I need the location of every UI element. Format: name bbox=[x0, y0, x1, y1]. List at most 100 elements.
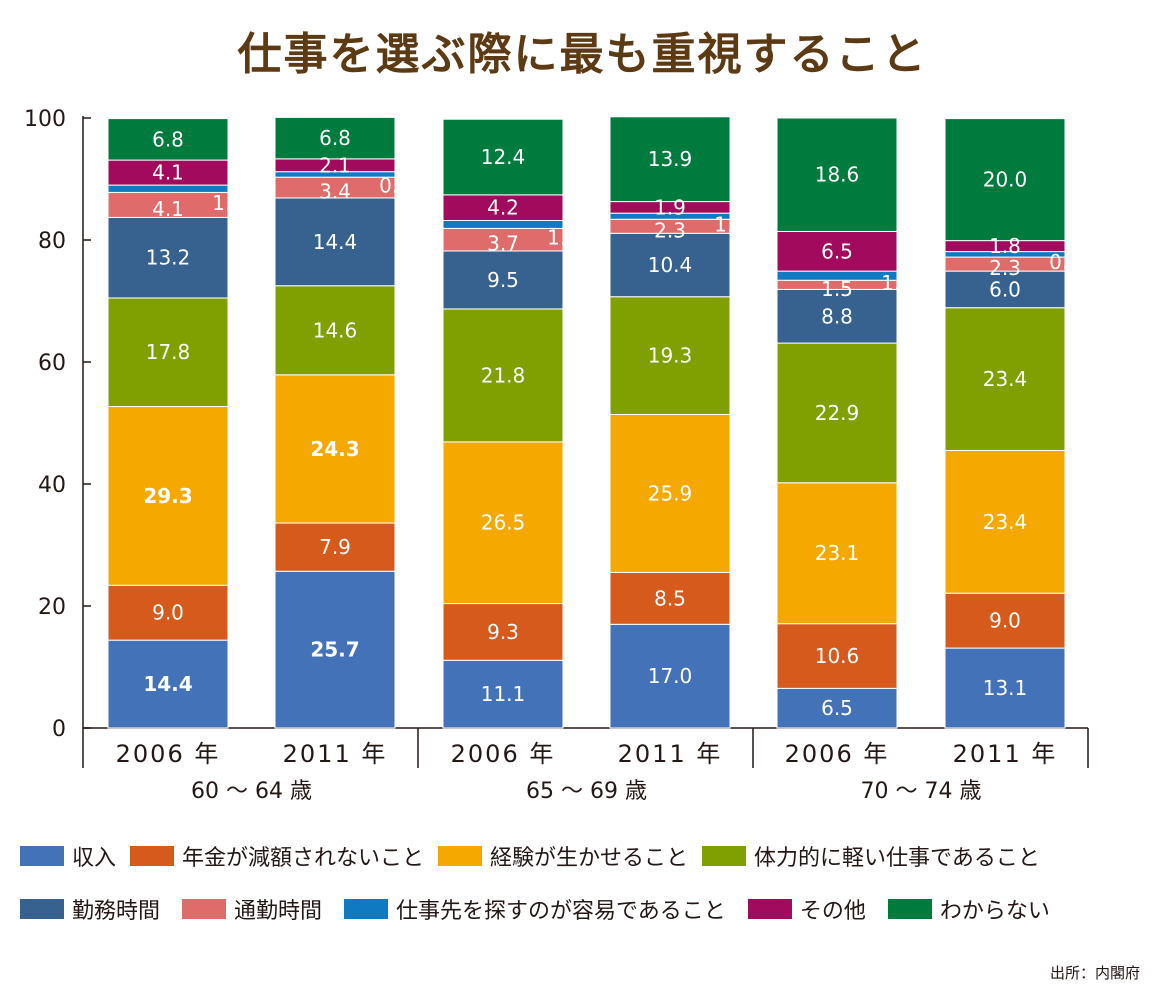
legend-item-5: 通勤時間 bbox=[182, 893, 322, 925]
bar-segment-4-3 bbox=[776, 342, 898, 484]
legend-label-4: 勤務時間 bbox=[72, 899, 161, 924]
legend-label-3: 体力的に軽い仕事であること bbox=[754, 846, 1040, 871]
value-label-5-1: 9.0 bbox=[989, 609, 1021, 633]
x-category-label-4: 2006 年 bbox=[785, 740, 890, 768]
bar-segment-2-2 bbox=[442, 441, 564, 605]
value-label-4-7: 6.5 bbox=[821, 239, 853, 263]
y-tick-label-0: 0 bbox=[52, 717, 66, 742]
source-note: 出所：内閣府 bbox=[1049, 964, 1140, 982]
value-label-3-7: 1.9 bbox=[654, 195, 686, 219]
value-label-2-0: 11.1 bbox=[481, 682, 526, 706]
value-label-2-4: 9.5 bbox=[487, 268, 519, 292]
bar-segment-5-4 bbox=[944, 270, 1066, 309]
bar-segment-1-1 bbox=[274, 522, 396, 572]
value-label-4-4: 8.8 bbox=[821, 304, 853, 328]
bar-segment-3-0 bbox=[609, 623, 731, 729]
value-label-4-3: 22.9 bbox=[815, 401, 860, 425]
bar-segment-3-1 bbox=[609, 571, 731, 625]
bar-segment-4-8 bbox=[776, 117, 898, 232]
value-label-1-0: 25.7 bbox=[310, 638, 359, 662]
group-label-0: 60 〜 64 歳 bbox=[191, 779, 312, 804]
y-tick-label-80: 80 bbox=[38, 229, 66, 254]
value-label-3-4: 10.4 bbox=[648, 253, 693, 277]
value-label-5-2: 23.4 bbox=[983, 510, 1028, 534]
legend-label-2: 経験が生かせること bbox=[490, 846, 689, 871]
bar-segment-2-0 bbox=[442, 659, 564, 729]
group-label-2: 70 〜 74 歳 bbox=[861, 779, 982, 804]
bar-segment-2-8 bbox=[442, 118, 564, 196]
x-category-label-0: 2006 年 bbox=[116, 740, 221, 768]
value-label-0-1: 9.0 bbox=[152, 601, 184, 625]
y-tick-label-40: 40 bbox=[38, 473, 66, 498]
value-label-0-6: 1.2 bbox=[212, 191, 244, 215]
value-label-4-1: 10.6 bbox=[815, 644, 860, 668]
legend-row-2: 勤務時間 通勤時間 仕事先を探すのが容易であること その他 わからない bbox=[20, 893, 1150, 925]
bar-segment-5-0 bbox=[944, 647, 1066, 729]
value-label-4-5: 1.5 bbox=[821, 277, 853, 301]
bar-segment-5-2 bbox=[944, 449, 1066, 594]
value-label-1-2: 24.3 bbox=[310, 437, 359, 461]
bar-segment-1-4 bbox=[274, 197, 396, 287]
value-label-1-6: 0.9 bbox=[379, 174, 411, 198]
legend-label-5: 通勤時間 bbox=[234, 899, 323, 924]
bar-segment-3-3 bbox=[609, 296, 731, 415]
x-category-label-3: 2011 年 bbox=[618, 740, 723, 768]
value-label-2-2: 26.5 bbox=[481, 511, 526, 535]
bar-segment-5-8 bbox=[944, 118, 1066, 242]
bar-segment-1-8 bbox=[274, 116, 396, 160]
value-label-2-5: 3.7 bbox=[487, 232, 519, 256]
legend-label-6: 仕事先を探すのが容易であること bbox=[396, 899, 726, 924]
legend-label-1: 年金が減額されないこと bbox=[182, 846, 425, 871]
legend-swatch-4 bbox=[20, 899, 64, 919]
bar-segment-0-6 bbox=[107, 184, 229, 193]
bar-segment-2-4 bbox=[442, 250, 564, 310]
value-label-0-8: 6.8 bbox=[152, 127, 184, 151]
group-label-1: 65 〜 69 歳 bbox=[526, 779, 647, 804]
value-label-0-3: 17.8 bbox=[146, 340, 191, 364]
value-label-3-5: 2.3 bbox=[654, 218, 686, 242]
legend-swatch-2 bbox=[438, 846, 483, 866]
y-tick-label-100: 100 bbox=[24, 107, 66, 132]
bar-segment-4-7 bbox=[776, 230, 898, 272]
legend-swatch-3 bbox=[702, 846, 747, 866]
value-label-5-3: 23.4 bbox=[983, 367, 1028, 391]
bar-segment-5-1 bbox=[944, 592, 1066, 649]
value-label-2-8: 12.4 bbox=[481, 145, 526, 169]
legend-item-1: 年金が減額されないこと bbox=[130, 840, 424, 872]
value-label-5-8: 20.0 bbox=[983, 168, 1028, 192]
value-label-2-6: 1.3 bbox=[547, 226, 579, 250]
value-label-5-6: 0.9 bbox=[1049, 250, 1081, 274]
value-label-0-0: 14.4 bbox=[143, 672, 192, 696]
legend-label-8: わからない bbox=[939, 899, 1050, 924]
legend-item-7: その他 bbox=[747, 893, 866, 925]
legend-label-0: 収入 bbox=[72, 846, 117, 871]
bar-segment-2-7 bbox=[442, 194, 564, 221]
chart-title: 仕事を選ぶ際に最も重視すること bbox=[237, 29, 928, 80]
x-category-label-1: 2011 年 bbox=[283, 740, 388, 768]
legend-item-4: 勤務時間 bbox=[20, 893, 160, 925]
legend-swatch-5 bbox=[182, 899, 227, 919]
value-label-0-7: 4.1 bbox=[152, 161, 184, 185]
value-label-3-8: 13.9 bbox=[648, 147, 693, 171]
legend-item-3: 体力的に軽い仕事であること bbox=[702, 840, 1040, 872]
value-label-5-7: 1.8 bbox=[989, 234, 1021, 258]
legend-item-8: わからない bbox=[887, 893, 1050, 925]
bar-segment-0-8 bbox=[107, 118, 229, 161]
value-label-3-1: 8.5 bbox=[654, 586, 686, 610]
value-label-1-3: 14.6 bbox=[313, 318, 358, 342]
legend-swatch-7 bbox=[747, 899, 792, 919]
y-tick-label-60: 60 bbox=[38, 351, 66, 376]
legend-label-7: その他 bbox=[799, 899, 866, 924]
bar-segment-0-0 bbox=[107, 639, 229, 729]
legend-swatch-8 bbox=[887, 899, 932, 919]
legend-item-0: 収入 bbox=[20, 840, 116, 872]
bar-segment-5-3 bbox=[944, 307, 1066, 451]
value-label-5-5: 2.3 bbox=[989, 256, 1021, 280]
bar-segment-2-6 bbox=[442, 219, 564, 229]
value-label-4-8: 18.6 bbox=[815, 163, 860, 187]
value-label-0-2: 29.3 bbox=[143, 484, 192, 508]
bar-segment-1-2 bbox=[274, 374, 396, 524]
value-label-2-7: 4.2 bbox=[487, 196, 519, 220]
x-category-label-5: 2011 年 bbox=[953, 740, 1058, 768]
legend-swatch-6 bbox=[344, 899, 389, 919]
